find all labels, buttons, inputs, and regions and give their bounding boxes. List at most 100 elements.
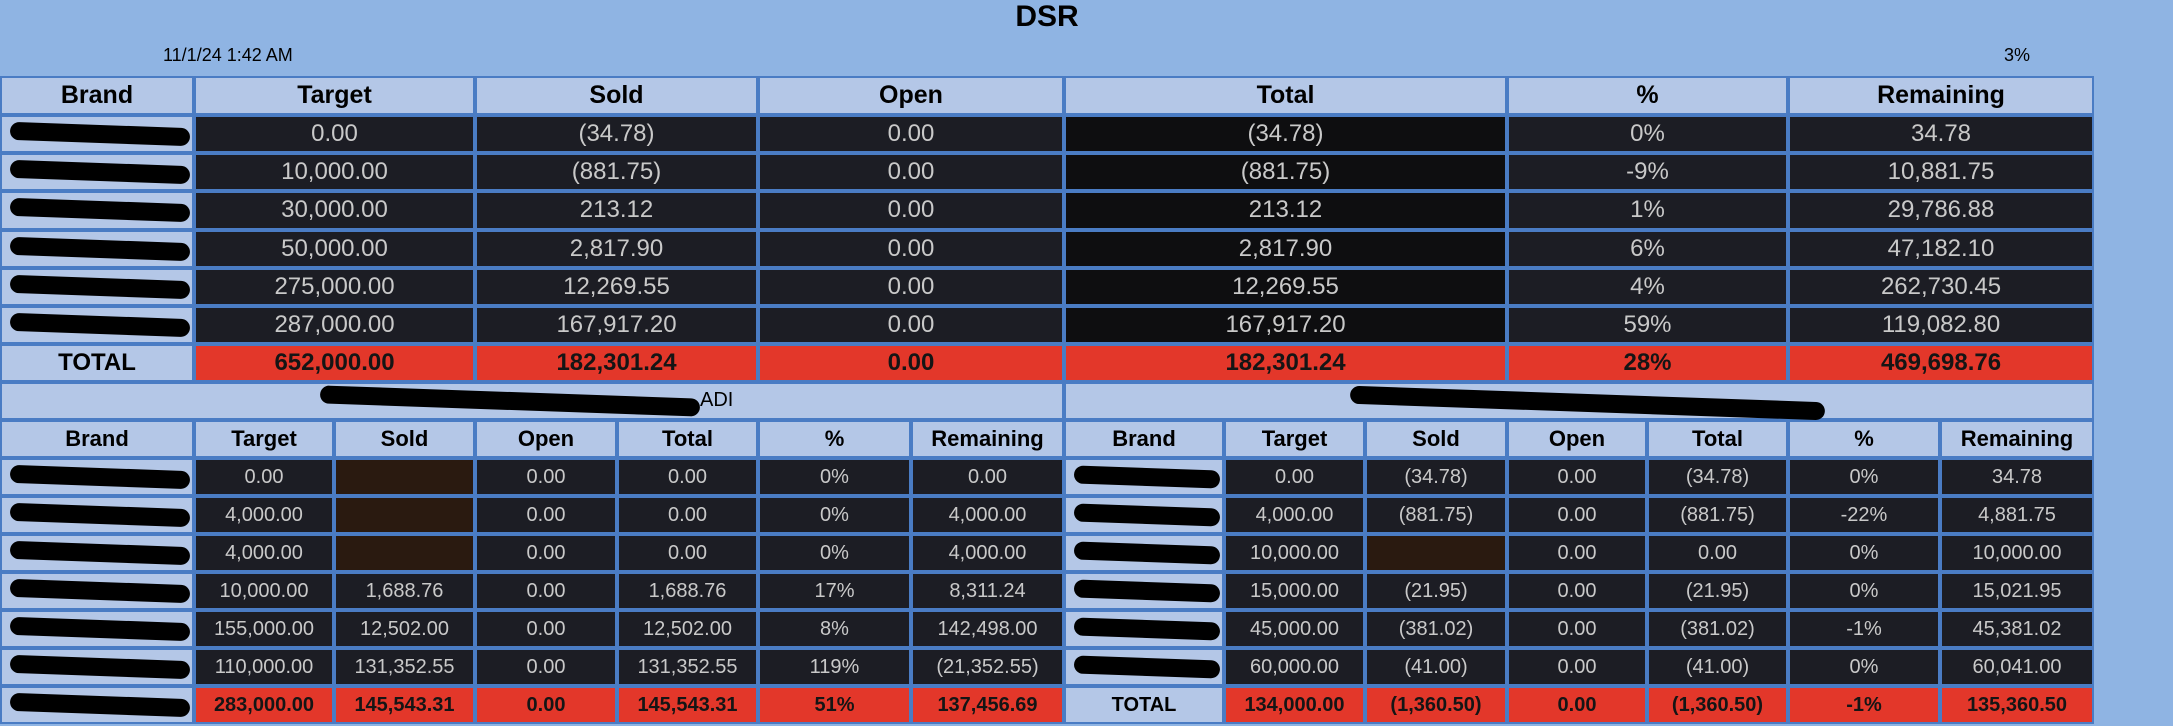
data-cell: 155,000.00: [194, 610, 334, 648]
total-cell: 652,000.00: [194, 344, 475, 383]
data-cell: 12,502.00: [334, 610, 475, 648]
data-cell: 4,000.00: [194, 496, 334, 534]
data-cell: 0.00: [475, 534, 617, 572]
data-cell: 4,000.00: [1224, 496, 1365, 534]
data-cell: 30,000.00: [194, 191, 475, 230]
data-cell: (881.75): [475, 153, 758, 192]
data-cell: 167,917.20: [1064, 306, 1507, 345]
column-header: Total: [617, 420, 758, 458]
data-cell: 12,269.55: [475, 267, 758, 306]
data-cell: 0%: [1507, 115, 1788, 154]
data-cell: -1%: [1788, 610, 1940, 648]
data-cell: 4,000.00: [911, 534, 1064, 572]
data-cell: 0.00: [475, 458, 617, 496]
data-cell: 12,502.00: [617, 610, 758, 648]
total-cell: 182,301.24: [475, 344, 758, 383]
data-cell: 59%: [1507, 306, 1788, 345]
data-cell: (881.75): [1365, 496, 1507, 534]
column-header: Remaining: [1788, 76, 2094, 115]
column-header: Total: [1064, 76, 1507, 115]
data-cell: -22%: [1788, 496, 1940, 534]
total-label: TOTAL: [0, 344, 194, 383]
data-cell: 131,352.55: [617, 648, 758, 686]
data-cell: 4%: [1507, 267, 1788, 306]
column-header: %: [758, 420, 911, 458]
data-cell: 142,498.00: [911, 610, 1064, 648]
data-cell: 0.00: [475, 648, 617, 686]
data-cell: (34.78): [1365, 458, 1507, 496]
data-cell: 262,730.45: [1788, 267, 2094, 306]
data-cell: (34.78): [1647, 458, 1788, 496]
data-cell: 0.00: [194, 458, 334, 496]
data-cell: 60,000.00: [1224, 648, 1365, 686]
timestamp: 11/1/24 1:42 AM: [163, 45, 293, 65]
data-cell: 0%: [758, 496, 911, 534]
data-cell: 1,688.76: [617, 572, 758, 610]
total-cell: 145,543.31: [334, 686, 475, 724]
data-cell: (34.78): [1064, 115, 1507, 154]
data-cell: 10,000.00: [194, 572, 334, 610]
data-cell: (21,352.55): [911, 648, 1064, 686]
data-cell: 0%: [1788, 648, 1940, 686]
empty-cell: [334, 458, 475, 496]
data-cell: 8%: [758, 610, 911, 648]
total-cell: 469,698.76: [1788, 344, 2094, 383]
data-cell: 0.00: [1507, 572, 1647, 610]
data-cell: 60,041.00: [1940, 648, 2094, 686]
data-cell: 119%: [758, 648, 911, 686]
total-cell: -1%: [1788, 686, 1940, 724]
column-header: Remaining: [1940, 420, 2094, 458]
total-cell: 28%: [1507, 344, 1788, 383]
column-header: Brand: [0, 76, 194, 115]
data-cell: 4,000.00: [911, 496, 1064, 534]
title: DSR: [1015, 0, 1079, 33]
data-cell: 0%: [1788, 572, 1940, 610]
data-cell: 2,817.90: [475, 229, 758, 268]
column-header: Sold: [334, 420, 475, 458]
data-cell: 0.00: [1507, 648, 1647, 686]
data-cell: 0.00: [617, 496, 758, 534]
data-cell: 0.00: [1507, 458, 1647, 496]
data-cell: (881.75): [1064, 153, 1507, 192]
column-header: Open: [758, 76, 1064, 115]
data-cell: 4,881.75: [1940, 496, 2094, 534]
data-cell: 0.00: [1647, 534, 1788, 572]
total-cell: 0.00: [475, 686, 617, 724]
data-cell: 47,182.10: [1788, 229, 2094, 268]
data-cell: 1,688.76: [334, 572, 475, 610]
data-cell: 45,381.02: [1940, 610, 2094, 648]
total-cell: 283,000.00: [194, 686, 334, 724]
column-header: Sold: [1365, 420, 1507, 458]
total-cell: (1,360.50): [1647, 686, 1788, 724]
data-cell: 0.00: [1507, 610, 1647, 648]
data-cell: 10,000.00: [1940, 534, 2094, 572]
data-cell: 29,786.88: [1788, 191, 2094, 230]
data-cell: 0.00: [911, 458, 1064, 496]
data-cell: 0%: [758, 534, 911, 572]
total-cell: 182,301.24: [1064, 344, 1507, 383]
data-cell: 10,881.75: [1788, 153, 2094, 192]
column-header: Remaining: [911, 420, 1064, 458]
column-header: Target: [194, 420, 334, 458]
column-header: Open: [1507, 420, 1647, 458]
data-cell: 0%: [1788, 534, 1940, 572]
data-cell: 34.78: [1940, 458, 2094, 496]
data-cell: 0.00: [617, 458, 758, 496]
data-cell: 167,917.20: [475, 306, 758, 345]
data-cell: 287,000.00: [194, 306, 475, 345]
data-cell: 0.00: [475, 610, 617, 648]
data-cell: 0%: [758, 458, 911, 496]
data-cell: 50,000.00: [194, 229, 475, 268]
data-cell: 4,000.00: [194, 534, 334, 572]
data-cell: 0.00: [1507, 496, 1647, 534]
data-cell: (881.75): [1647, 496, 1788, 534]
data-cell: 12,269.55: [1064, 267, 1507, 306]
data-cell: 0.00: [758, 229, 1064, 268]
total-cell: 0.00: [1507, 686, 1647, 724]
data-cell: 119,082.80: [1788, 306, 2094, 345]
data-cell: 45,000.00: [1224, 610, 1365, 648]
data-cell: 0.00: [758, 306, 1064, 345]
column-header: Sold: [475, 76, 758, 115]
data-cell: 0.00: [758, 191, 1064, 230]
